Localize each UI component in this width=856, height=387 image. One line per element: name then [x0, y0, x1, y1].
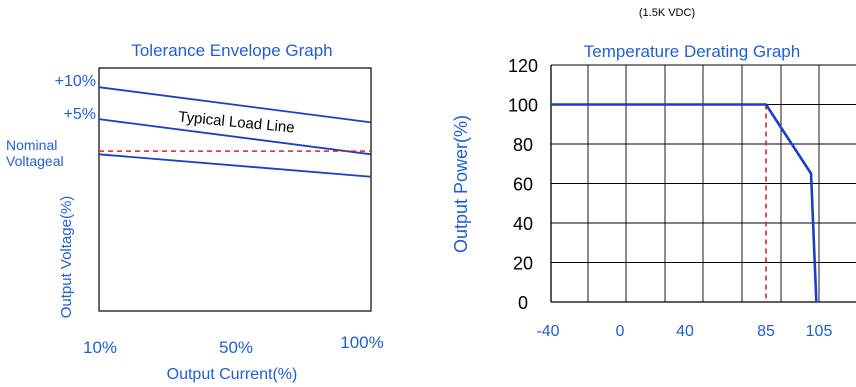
tolerance-x-tick-100: 100%: [340, 333, 383, 352]
derating-y-tick-80: 80: [513, 135, 533, 155]
tolerance-x-tick-10: 10%: [83, 338, 117, 357]
derating-y-tick-labels: 0 20 40 60 80 100 120: [508, 56, 538, 313]
derating-y-tick-0: 0: [518, 293, 528, 313]
temperature-derating-chart: (1.5K VDC) Temperature Derating Graph 0 2…: [451, 7, 856, 340]
level-label-nominal: Nominal: [6, 137, 57, 153]
derating-y-axis-label: Output Power(%): [451, 115, 471, 253]
tolerance-line-2: [98, 153, 372, 178]
derating-y-tick-40: 40: [513, 214, 533, 234]
derating-x-tick-40: 40: [676, 323, 694, 340]
tolerance-envelope-chart: Tolerance Envelope Graph Typical Load Li…: [6, 41, 384, 383]
tolerance-plot-frame: [98, 67, 372, 312]
derating-x-tick-85: 85: [757, 323, 775, 340]
tolerance-x-tick-50: 50%: [219, 338, 253, 357]
tolerance-line-0: [98, 86, 372, 124]
tolerance-series-lines: [98, 86, 372, 178]
derating-curve: [551, 103, 818, 303]
derating-x-tick--40: -40: [536, 323, 559, 340]
derating-y-tick-60: 60: [513, 175, 533, 195]
level-label-plus10: +10%: [55, 73, 96, 90]
derating-y-tick-120: 120: [508, 56, 538, 76]
derating-x-tick-0: 0: [616, 323, 625, 340]
derating-x-tick-labels: -40 0 40 85 105: [536, 323, 832, 340]
derating-y-tick-20: 20: [513, 254, 533, 274]
derating-x-tick-105: 105: [806, 323, 833, 340]
tolerance-y-axis-label: Output Voltage(%): [58, 196, 75, 319]
derating-y-tick-100: 100: [508, 96, 538, 116]
header-note: (1.5K VDC): [639, 7, 695, 19]
tolerance-x-axis-label: Output Current(%): [167, 366, 298, 383]
derating-chart-title: Temperature Derating Graph: [584, 42, 800, 61]
tolerance-chart-title: Tolerance Envelope Graph: [131, 41, 332, 60]
level-label-voltageal: Voltageal: [6, 153, 64, 169]
tolerance-line-1: [98, 118, 372, 156]
level-label-plus5: +5%: [64, 106, 96, 123]
